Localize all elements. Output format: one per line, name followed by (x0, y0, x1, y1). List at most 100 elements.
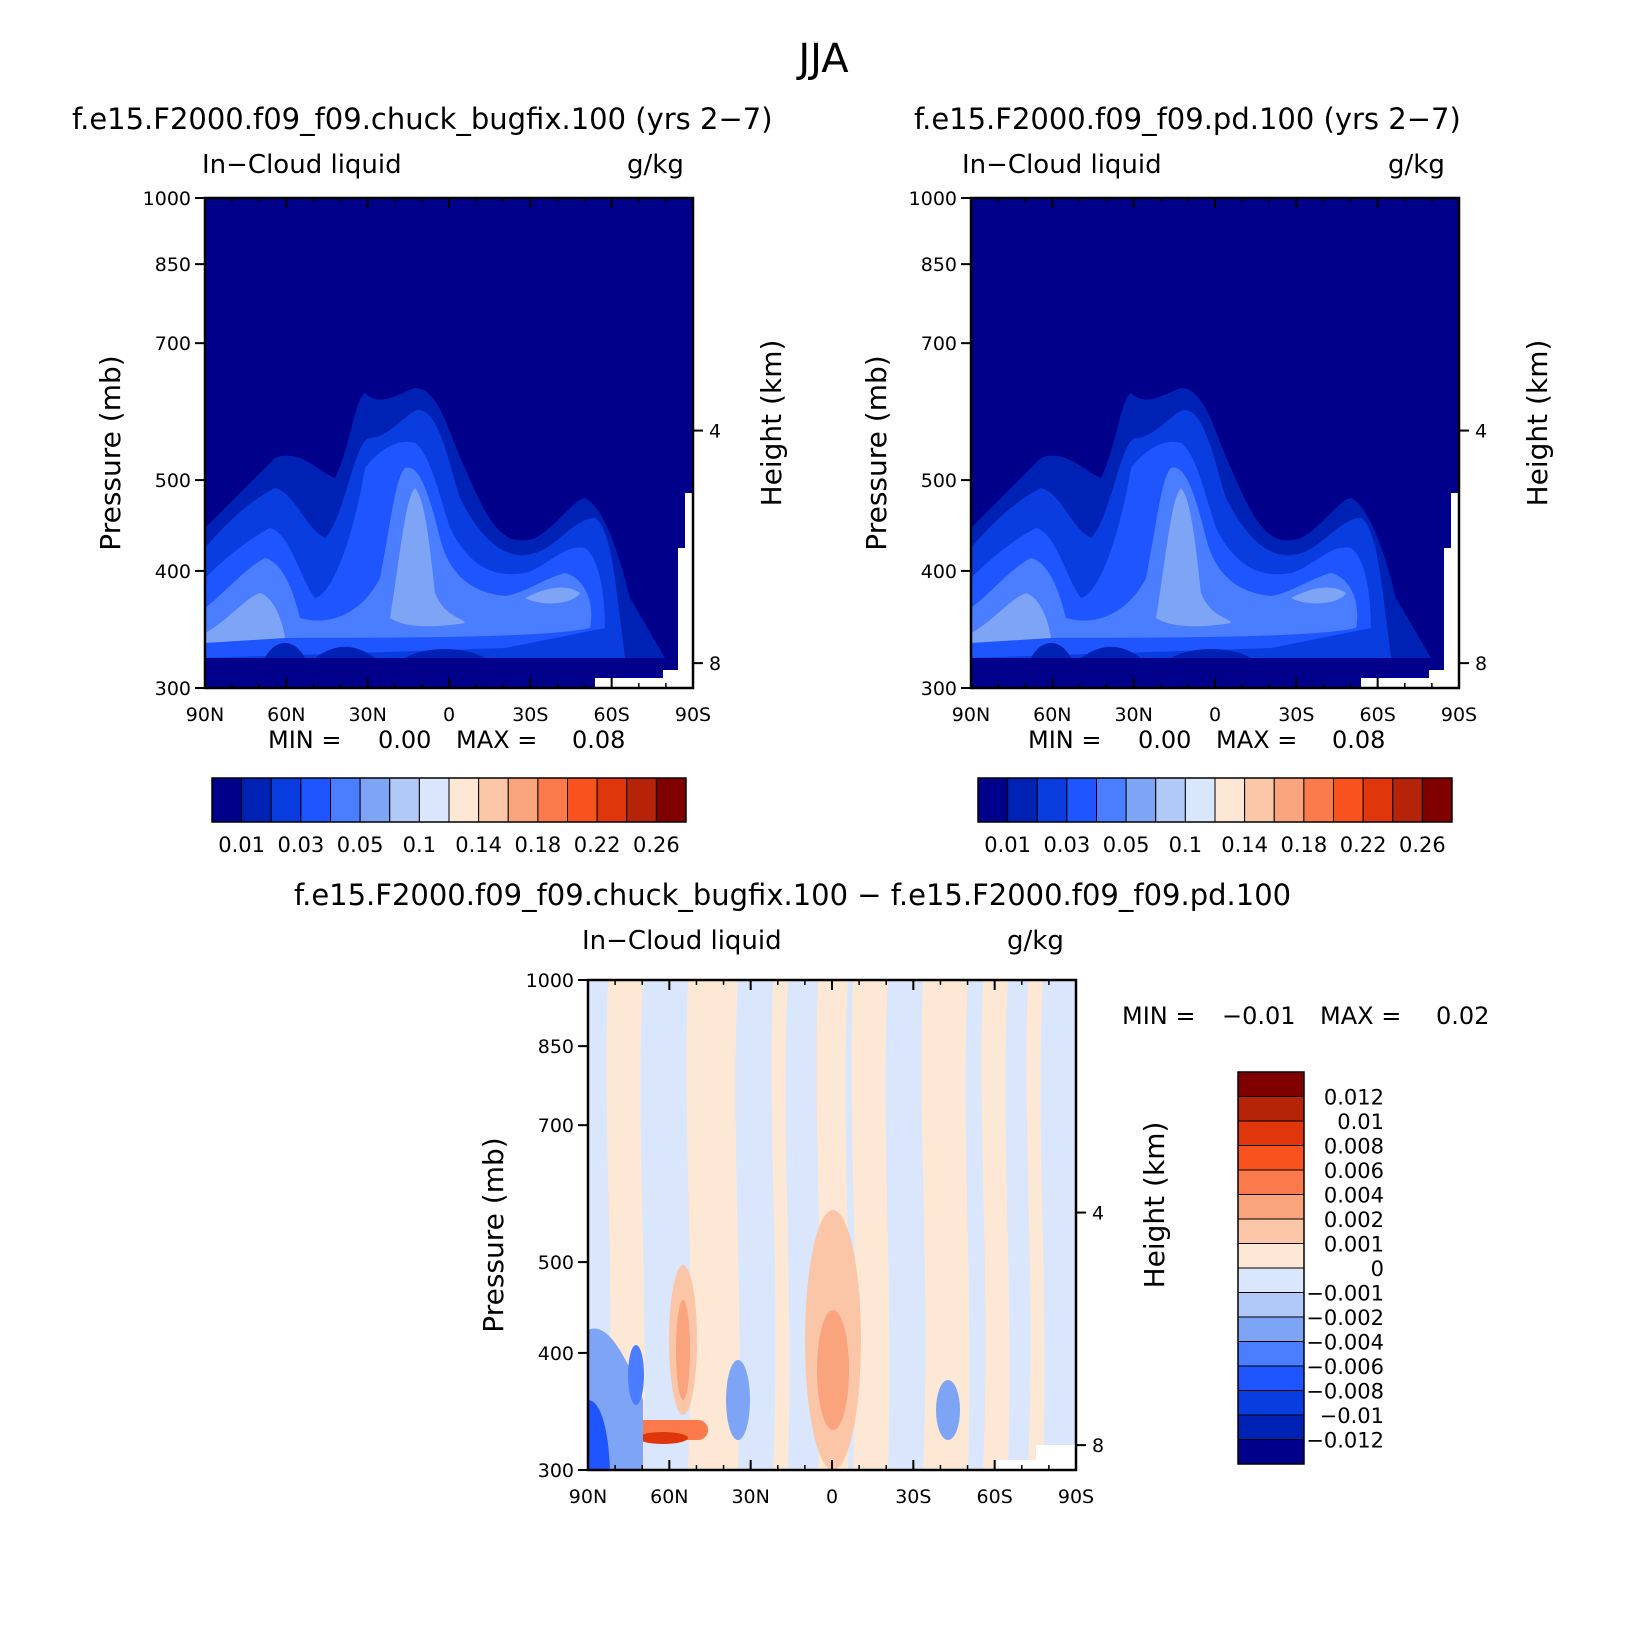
panel1-colorbar-label: 0.05 (337, 833, 384, 857)
panel3-max-value: 0.02 (1436, 1002, 1490, 1030)
panel2-colorbar-box (1155, 777, 1186, 823)
contour-fill (588, 980, 1076, 1470)
panel3-colorbar-box (1237, 1194, 1305, 1220)
panel2-max-label: MAX = (1216, 726, 1298, 754)
panel1-max-label: MAX = (456, 726, 538, 754)
panel1-colorbar-label: 0.01 (218, 833, 265, 857)
panel1-colorbar-label: 0.14 (455, 833, 502, 857)
panel3-colorbar-box (1237, 1341, 1305, 1367)
panel2-colorbar-box (1036, 777, 1068, 823)
panel3-colorbar-box (1237, 1316, 1305, 1342)
panel2-y-tick-label: 850 (921, 254, 957, 276)
contour-level-neg-mid (726, 1360, 750, 1440)
panel2-y-tick-label: 1000 (909, 188, 957, 210)
panel1-colorbar-label: 0.1 (403, 833, 436, 857)
panel3-colorbar-frame (1237, 1071, 1305, 1465)
panel3-y-tick-label: 500 (538, 1252, 574, 1274)
panel3-colorbar-label: −0.012 (1306, 1429, 1384, 1453)
panel3-title: f.e15.F2000.f09_f09.chuck_bugfix.100 − f… (294, 878, 1292, 912)
panel1-y2-tick-label: 4 (709, 421, 721, 443)
panel1-colorbar-label: 0.03 (277, 833, 324, 857)
panel1-x-tick-label: 90S (675, 704, 711, 726)
panel1-y-tick-label: 300 (155, 678, 191, 700)
panel1-max-value: 0.08 (572, 726, 626, 754)
panel2-colorbar-box (1392, 777, 1423, 823)
panel2-colorbar-box (1184, 777, 1216, 823)
panel2-y-axis-title: Pressure (mb) (860, 355, 893, 550)
panel1-colorbar-box (478, 777, 509, 823)
panel2-colorbar-box (1214, 777, 1246, 823)
panel2-x-tick-label: 60N (1033, 704, 1071, 726)
panel2-colorbar-label: 0.01 (984, 833, 1031, 857)
panel1-x-tick-label: 90N (186, 704, 224, 726)
panel3-colorbar-label: 0.002 (1324, 1208, 1384, 1232)
panel2-colorbar-box (1333, 777, 1364, 823)
panel2-colorbar-box (977, 777, 1009, 823)
contour-level-5 (971, 488, 1346, 643)
panel2-colorbar-label: 0.03 (1043, 833, 1090, 857)
panel3-colorbar-box (1237, 1096, 1305, 1122)
panel2-colorbar-box (1007, 777, 1038, 823)
panel3-y2-tick-label: 4 (1092, 1203, 1104, 1225)
contour-level-neg-high (588, 1400, 610, 1470)
panel1-colorbar-box (507, 777, 539, 823)
panel3-y-tick-label: 1000 (526, 970, 574, 992)
panel3-colorbar-label: −0.01 (1320, 1404, 1384, 1428)
panel2-x-tick-label: 90S (1441, 704, 1477, 726)
panel1-title: f.e15.F2000.f09_f09.chuck_bugfix.100 (yr… (72, 102, 773, 136)
panel2-x-tick-label: 90N (952, 704, 990, 726)
panel1-y-tick-label: 850 (155, 254, 191, 276)
panel3-units: g/kg (1007, 926, 1064, 956)
panel1-colorbar-frame (211, 777, 687, 823)
panel1-min-label: MIN = (268, 726, 342, 754)
panel1-colorbar-box (241, 777, 272, 823)
panel3-colorbar-box (1237, 1145, 1305, 1171)
panel2-variable-label: In−Cloud liquid (962, 150, 1162, 180)
panel1-x-tick-label: 60S (594, 704, 630, 726)
panel3-y-axis-title: Pressure (mb) (477, 1137, 510, 1332)
panel2-colorbar-box (1303, 777, 1334, 823)
contour-level-pos-high (676, 1300, 690, 1400)
panel3-colorbar-box (1237, 1169, 1305, 1195)
panel3-colorbar-label: 0 (1371, 1257, 1384, 1281)
panel2-colorbar-label: 0.22 (1340, 833, 1387, 857)
panel3-colorbar-box (1237, 1292, 1305, 1318)
panel2-colorbar-box (1096, 777, 1127, 823)
panel3-colorbar-label: 0.001 (1324, 1233, 1384, 1257)
panel1-x-tick-label: 60N (267, 704, 305, 726)
panel2-x-tick-label: 60S (1360, 704, 1396, 726)
panel3-y2-tick-label: 8 (1092, 1435, 1104, 1457)
panel2-min-label: MIN = (1028, 726, 1102, 754)
panel2-title: f.e15.F2000.f09_f09.pd.100 (yrs 2−7) (914, 102, 1461, 136)
panel3-y-tick-label: 700 (538, 1115, 574, 1137)
panel1-units: g/kg (627, 150, 684, 180)
panel2-y-tick-label: 400 (921, 561, 957, 583)
panel2-y2-tick-label: 8 (1475, 653, 1487, 675)
panel1-y-tick-label: 700 (155, 333, 191, 355)
contour-level-neg-mid2 (628, 1345, 644, 1405)
panel2-y-tick-label: 700 (921, 333, 957, 355)
panel1-colorbar-box (270, 777, 302, 823)
panel3-colorbar-label: −0.008 (1306, 1380, 1384, 1404)
contour-fill (971, 198, 1459, 688)
panel3-y2-axis-title: Height (km) (1138, 1122, 1171, 1289)
panel1-colorbar-box (389, 777, 420, 823)
panel1-chart (195, 196, 703, 823)
panel3-min-value: −0.01 (1222, 1002, 1296, 1030)
panel3-y-tick-label: 400 (538, 1343, 574, 1365)
panel3-min-label: MIN = (1122, 1002, 1196, 1030)
contour-level-pos-max (638, 1432, 688, 1444)
panel1-colorbar-box (537, 777, 568, 823)
contour-level-pos-small (1026, 980, 1045, 1470)
contour-level-4 (205, 467, 592, 638)
panel2-x-tick-label: 30S (1278, 704, 1314, 726)
panel3-colorbar-box (1237, 1243, 1305, 1269)
panel3-chart (578, 978, 1305, 1472)
panel2-x-tick-label: 30N (1114, 704, 1152, 726)
panel1-y-tick-label: 500 (155, 470, 191, 492)
contour-level-1b (1031, 643, 1251, 658)
panel3-colorbar-box (1237, 1267, 1305, 1293)
panel3-colorbar-label: 0.012 (1324, 1086, 1384, 1110)
panel2-x-tick-label: 0 (1209, 704, 1221, 726)
panel1-y-tick-label: 400 (155, 561, 191, 583)
